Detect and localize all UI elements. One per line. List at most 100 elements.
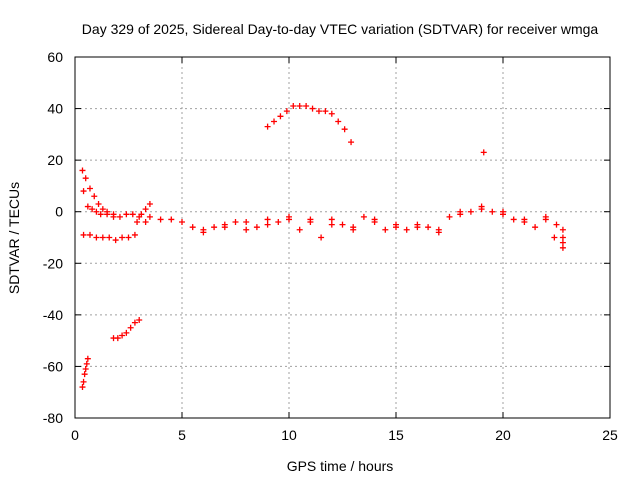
data-point xyxy=(123,211,130,218)
data-point xyxy=(350,226,357,233)
data-point xyxy=(99,234,106,241)
data-point xyxy=(82,366,89,373)
data-point xyxy=(467,208,474,215)
data-point xyxy=(119,234,126,241)
data-point xyxy=(559,244,566,251)
data-point xyxy=(328,221,335,228)
data-point xyxy=(435,229,442,236)
data-point xyxy=(425,224,432,231)
data-point xyxy=(478,203,485,210)
data-point xyxy=(532,224,539,231)
data-point xyxy=(131,231,138,238)
series-arc-low-neg67 xyxy=(79,355,91,391)
series-arc-early-flat-0 xyxy=(80,188,143,220)
data-point xyxy=(264,216,271,223)
series-arc-peak-41 xyxy=(264,102,355,146)
data-point xyxy=(521,216,528,223)
data-point xyxy=(559,239,566,246)
data-point xyxy=(114,335,121,342)
data-point xyxy=(322,108,329,115)
data-point xyxy=(307,219,314,226)
data-point xyxy=(129,211,136,218)
series-band-main-a xyxy=(142,206,549,233)
data-point xyxy=(253,224,260,231)
data-point xyxy=(296,102,303,109)
data-point xyxy=(211,224,218,231)
data-point xyxy=(348,139,355,146)
series-arc-rise-neg49 xyxy=(110,317,143,342)
data-point xyxy=(99,206,106,213)
data-point xyxy=(271,118,278,125)
y-tick-label: -40 xyxy=(43,307,63,323)
data-point xyxy=(106,234,113,241)
data-point xyxy=(179,219,185,226)
data-point xyxy=(200,229,207,236)
y-tick-label: 0 xyxy=(55,204,63,220)
data-point xyxy=(89,206,96,213)
data-point xyxy=(277,113,284,120)
x-tick-label: 10 xyxy=(281,427,297,443)
plot-frame xyxy=(74,56,611,419)
data-point xyxy=(232,219,239,226)
data-point xyxy=(309,105,316,112)
data-point xyxy=(86,185,93,192)
data-point xyxy=(371,219,378,226)
data-point xyxy=(123,329,130,336)
data-point xyxy=(104,211,111,218)
data-point xyxy=(157,216,164,223)
data-point xyxy=(142,219,149,226)
y-tick-label: 40 xyxy=(47,101,63,117)
series-arc-drop-early xyxy=(79,167,117,218)
data-point xyxy=(318,234,325,241)
data-point xyxy=(328,110,335,117)
series-band-main-b xyxy=(146,208,560,241)
data-point xyxy=(146,213,153,220)
data-point xyxy=(119,332,126,339)
data-point xyxy=(136,317,143,324)
chart-title: Day 329 of 2025, Sidereal Day-to-day VTE… xyxy=(82,21,599,37)
data-point xyxy=(83,360,90,367)
data-point xyxy=(275,219,282,226)
data-points xyxy=(79,102,566,391)
data-point xyxy=(97,211,104,218)
data-point xyxy=(84,355,91,362)
data-point xyxy=(131,319,138,326)
data-point xyxy=(81,371,88,378)
data-point xyxy=(264,123,271,130)
y-tick-label: 60 xyxy=(47,49,63,65)
data-point xyxy=(80,188,87,195)
axis-ticks: 0 5 10 15 20 25 -80 -60 -40 -20 0 20 40 60 xyxy=(43,49,618,443)
data-point xyxy=(138,211,145,218)
data-point xyxy=(551,234,558,241)
data-point xyxy=(80,231,87,238)
data-point xyxy=(480,149,487,156)
data-point xyxy=(95,200,102,207)
series-outlier-19h xyxy=(480,149,487,156)
data-point xyxy=(264,221,271,228)
data-point xyxy=(146,200,153,207)
data-point xyxy=(243,226,250,233)
data-point xyxy=(286,216,292,223)
data-point xyxy=(93,208,100,215)
series-arc-early-neg9 xyxy=(80,231,138,244)
data-point xyxy=(335,118,342,125)
data-point xyxy=(127,324,134,331)
data-point xyxy=(290,102,297,109)
x-tick-label: 15 xyxy=(388,427,404,443)
data-point xyxy=(189,224,196,231)
data-point xyxy=(328,216,335,223)
data-point xyxy=(393,224,399,231)
data-point xyxy=(84,203,91,210)
series-arc-late-tail xyxy=(559,226,566,251)
data-point xyxy=(553,221,560,228)
data-point xyxy=(243,219,250,226)
data-point xyxy=(82,175,89,182)
data-point xyxy=(168,216,175,223)
data-point xyxy=(110,213,117,220)
data-point xyxy=(403,226,410,233)
x-axis-label: GPS time / hours xyxy=(287,458,394,474)
data-point xyxy=(91,193,98,200)
y-tick-label: -60 xyxy=(43,358,63,374)
data-point xyxy=(414,221,421,228)
